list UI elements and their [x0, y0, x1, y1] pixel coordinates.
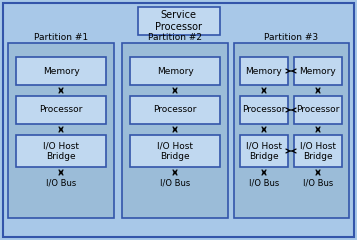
Bar [234, 43, 349, 218]
Text: Partition #3: Partition #3 [265, 34, 318, 42]
Bar [137, 7, 220, 35]
Text: Processor: Processor [153, 106, 197, 114]
Bar [240, 57, 288, 85]
Text: Memory: Memory [300, 66, 336, 76]
Bar [130, 96, 220, 124]
Text: Processor: Processor [39, 106, 83, 114]
Bar [16, 96, 106, 124]
Text: Partition #2: Partition #2 [148, 34, 202, 42]
Bar [122, 43, 228, 218]
Text: Processor: Processor [242, 106, 286, 114]
Text: I/O Bus: I/O Bus [46, 179, 76, 187]
Bar [16, 57, 106, 85]
Text: I/O Host
Bridge: I/O Host Bridge [43, 141, 79, 161]
Text: I/O Host
Bridge: I/O Host Bridge [300, 141, 336, 161]
Bar [8, 43, 114, 218]
Text: I/O Host
Bridge: I/O Host Bridge [246, 141, 282, 161]
Text: Memory: Memory [246, 66, 282, 76]
Text: Service
Processor: Service Processor [155, 10, 202, 32]
Text: I/O Host
Bridge: I/O Host Bridge [157, 141, 193, 161]
Bar [130, 57, 220, 85]
Text: I/O Bus: I/O Bus [303, 179, 333, 187]
Text: Partition #1: Partition #1 [34, 34, 88, 42]
Bar [240, 135, 288, 167]
Bar [294, 96, 342, 124]
Bar [294, 135, 342, 167]
Text: Memory: Memory [42, 66, 79, 76]
Text: I/O Bus: I/O Bus [249, 179, 279, 187]
Text: Processor: Processor [296, 106, 340, 114]
Bar [240, 96, 288, 124]
Bar [294, 57, 342, 85]
Bar [16, 135, 106, 167]
Text: Memory: Memory [157, 66, 193, 76]
Text: I/O Bus: I/O Bus [160, 179, 190, 187]
Bar [130, 135, 220, 167]
